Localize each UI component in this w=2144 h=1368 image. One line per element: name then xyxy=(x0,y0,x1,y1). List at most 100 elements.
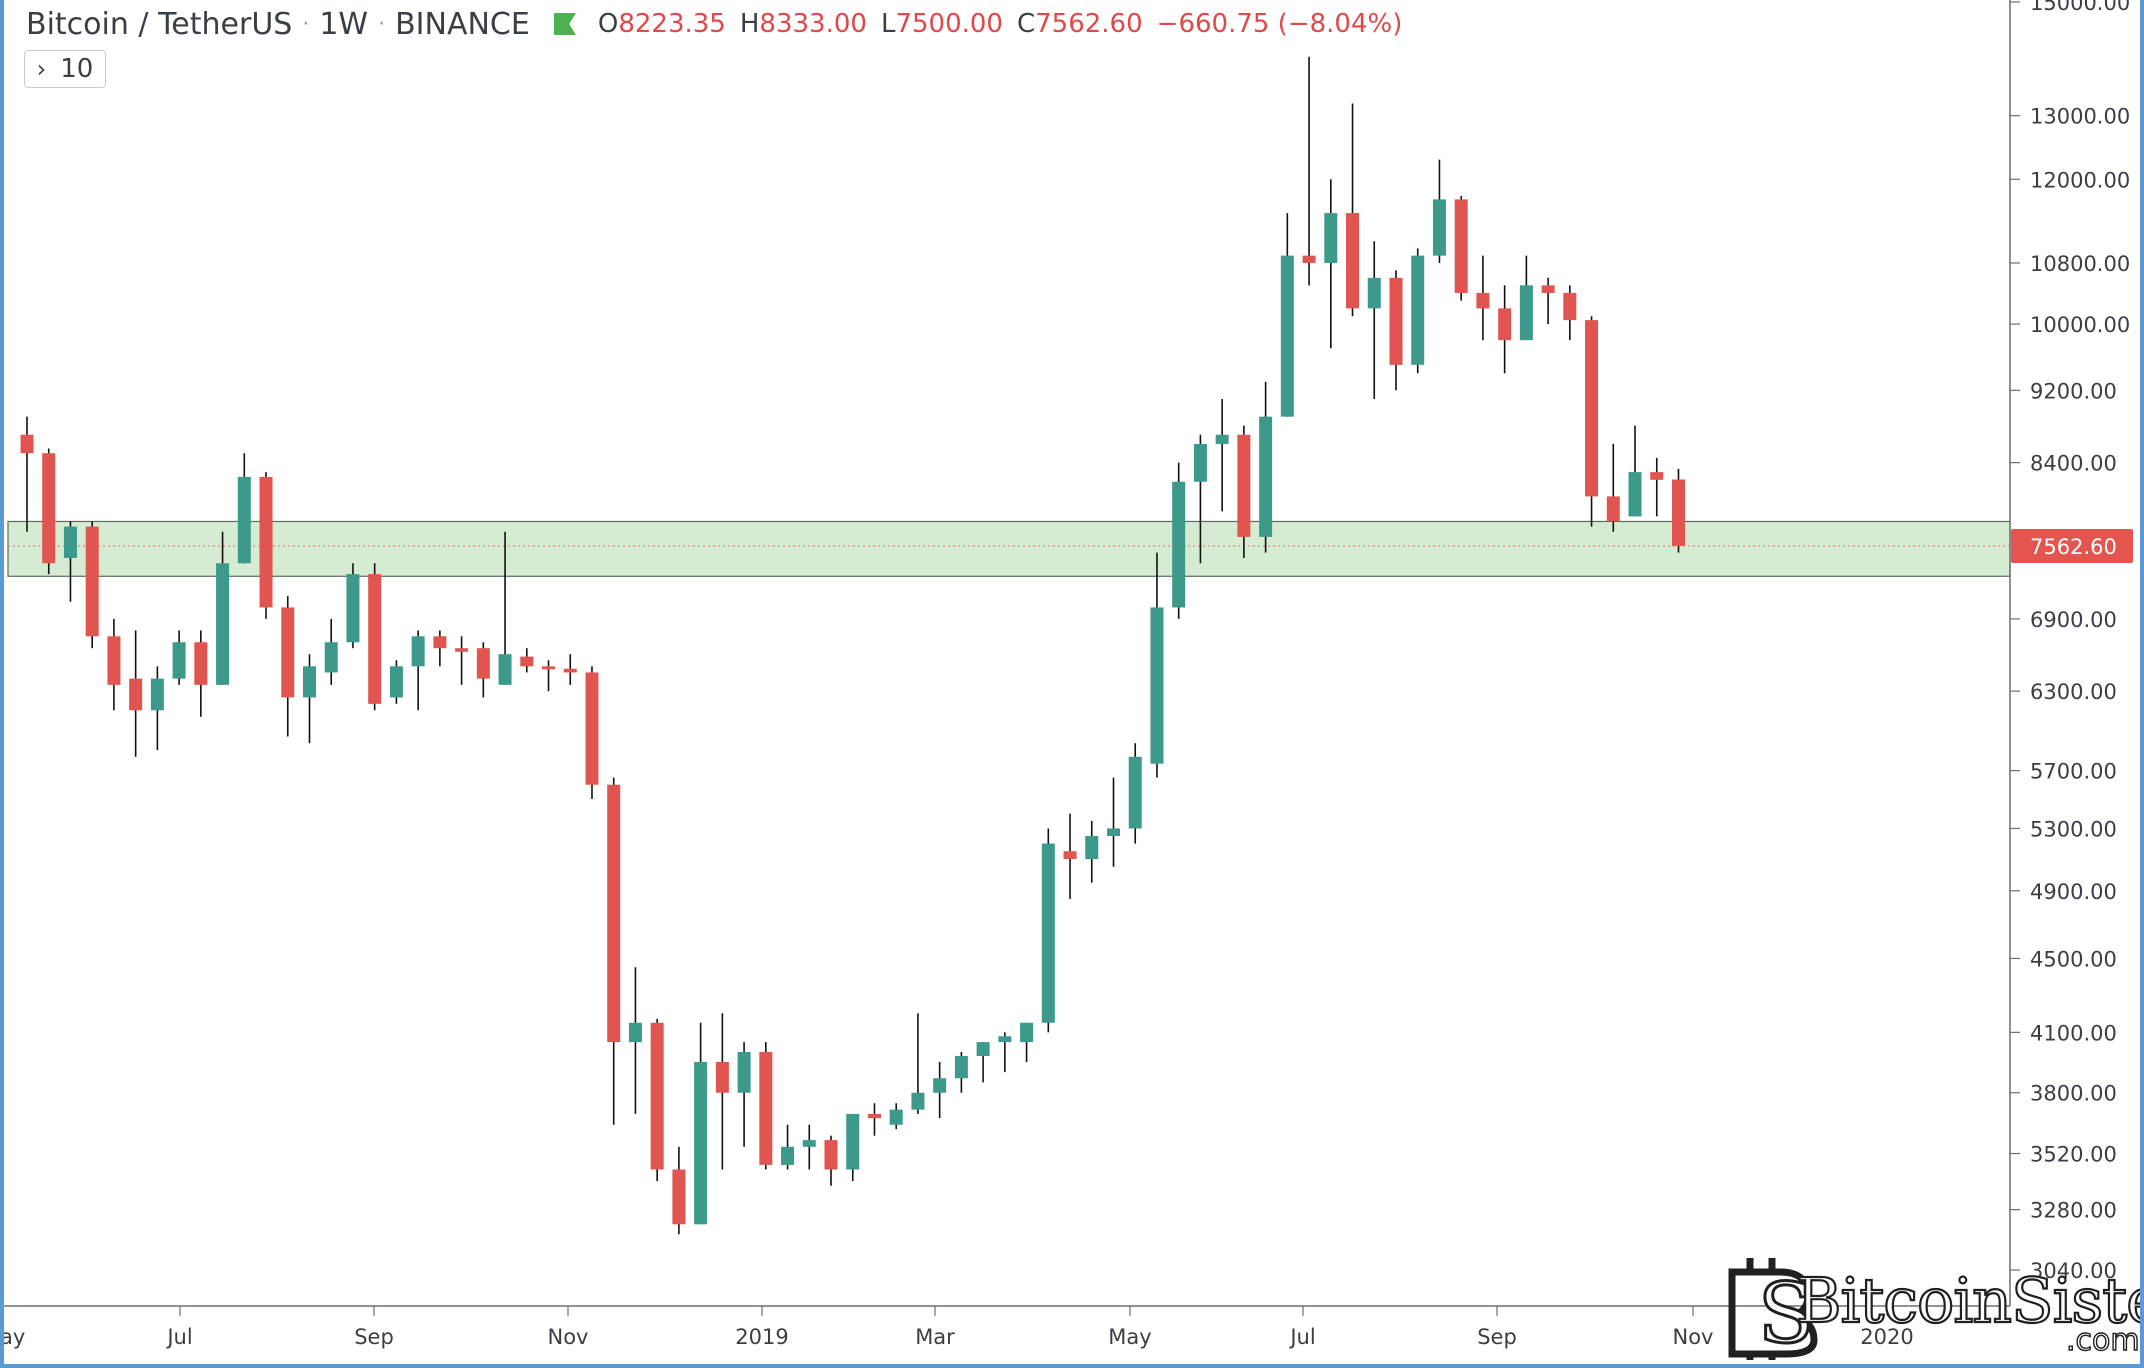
price-tick-label: 5700.00 xyxy=(2030,760,2117,784)
candle xyxy=(563,654,577,685)
ohlc-low: L7500.00 xyxy=(880,9,1003,39)
candle xyxy=(889,1103,903,1130)
candle xyxy=(389,660,403,704)
candle-body xyxy=(1280,255,1294,417)
ohlc-close: C7562.60 xyxy=(1016,9,1143,39)
candle-body xyxy=(107,636,121,685)
chevron-right-icon: › xyxy=(36,55,47,83)
candle-body xyxy=(1541,285,1555,293)
candle xyxy=(85,521,99,649)
candle xyxy=(194,630,208,717)
candle-body xyxy=(302,666,316,698)
candle-body xyxy=(1585,320,1599,497)
candle-body xyxy=(976,1042,990,1056)
candle-body xyxy=(1498,308,1512,341)
candle xyxy=(1367,241,1381,400)
candle xyxy=(433,630,447,667)
price-change: −660.75 (−8.04%) xyxy=(1156,9,1403,39)
dot-separator: · xyxy=(378,11,386,37)
candle xyxy=(954,1051,968,1093)
candle xyxy=(672,1146,686,1235)
candle xyxy=(1063,813,1077,899)
price-tick-label: 6900.00 xyxy=(2030,608,2117,632)
candle-body xyxy=(585,672,599,785)
time-tick-label: Nov xyxy=(1673,1325,1714,1349)
candle-body xyxy=(216,563,230,685)
candle xyxy=(411,630,425,711)
candle xyxy=(1215,399,1229,512)
candle-body xyxy=(194,642,208,685)
candle-body xyxy=(150,678,164,711)
candle xyxy=(1628,425,1642,517)
time-tick-label: Nov xyxy=(548,1325,589,1349)
candle-body xyxy=(411,636,425,667)
candle xyxy=(1193,434,1207,564)
watermark-suffix: .com xyxy=(2066,1323,2140,1358)
time-tick-label: Jul xyxy=(165,1325,192,1349)
candle-body xyxy=(42,453,56,564)
indicators-toggle-button[interactable]: › 10 xyxy=(24,50,106,88)
candle xyxy=(1259,381,1273,553)
candle-body xyxy=(607,784,621,1043)
candle xyxy=(1671,468,1685,553)
candle-body xyxy=(1237,434,1251,537)
candle xyxy=(1150,552,1164,778)
price-tick-label: 3800.00 xyxy=(2030,1082,2117,1106)
candle-body xyxy=(933,1078,947,1093)
price-tick-label: 8400.00 xyxy=(2030,452,2117,476)
candle-body xyxy=(1215,434,1229,444)
candle-body xyxy=(346,574,360,643)
price-tick-label: 13000.00 xyxy=(2030,105,2130,129)
candle-body xyxy=(1454,199,1468,293)
flag-icon[interactable] xyxy=(553,13,576,35)
candle-body xyxy=(954,1055,968,1079)
candle-body xyxy=(259,476,273,608)
candle xyxy=(1498,285,1512,374)
candle-body xyxy=(368,574,382,704)
candle-body xyxy=(1389,277,1403,365)
candle xyxy=(1346,103,1360,317)
candle xyxy=(1041,828,1055,1033)
candle-body xyxy=(867,1113,881,1119)
candle xyxy=(1128,743,1142,844)
candle-body xyxy=(759,1051,773,1165)
candle xyxy=(1280,213,1294,417)
candle-body xyxy=(542,666,556,670)
candle xyxy=(63,521,77,602)
candle xyxy=(346,563,360,649)
candle-body xyxy=(433,636,447,649)
interval-label[interactable]: 1W xyxy=(319,6,369,42)
candle xyxy=(1411,248,1425,374)
candle xyxy=(476,642,490,698)
price-tick-label: 3040.00 xyxy=(2030,1259,2117,1283)
price-tick-label: 15000.00 xyxy=(2030,0,2130,15)
candle xyxy=(1519,255,1533,341)
candle-body xyxy=(63,526,77,558)
candle-body xyxy=(455,648,469,652)
candle-body xyxy=(911,1092,925,1110)
slash-separator: / xyxy=(128,6,159,42)
candle-body xyxy=(998,1036,1012,1043)
indicators-count: 10 xyxy=(60,54,94,84)
candle xyxy=(1563,285,1577,341)
candle xyxy=(694,1022,708,1225)
candle-body xyxy=(129,678,143,711)
candle xyxy=(933,1061,947,1119)
candle xyxy=(1020,1022,1034,1062)
candle xyxy=(129,630,143,757)
candle xyxy=(781,1124,795,1170)
candle xyxy=(759,1042,773,1170)
time-tick-label: May xyxy=(1108,1325,1151,1349)
candle-body xyxy=(389,666,403,698)
candle xyxy=(281,596,295,737)
candle xyxy=(867,1103,881,1136)
price-tick-label: 4900.00 xyxy=(2030,880,2117,904)
candle xyxy=(107,618,121,711)
candle-body xyxy=(281,607,295,698)
price-tick-label: 10800.00 xyxy=(2030,252,2130,276)
bitcoinsistemi-watermark: S BitcoinSistemi .com xyxy=(1728,1258,2140,1360)
candle xyxy=(498,531,512,685)
candle-body xyxy=(846,1113,860,1170)
